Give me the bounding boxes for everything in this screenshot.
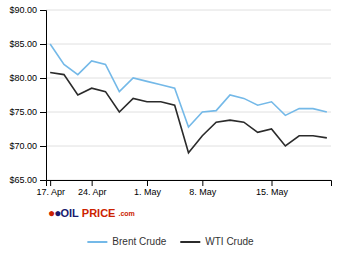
grid-line — [46, 146, 331, 147]
x-tick: 1. May — [134, 180, 162, 197]
legend-swatch — [180, 241, 200, 243]
lines — [50, 44, 327, 153]
legend-swatch — [87, 241, 107, 243]
y-tick: $75.00 — [9, 107, 46, 117]
y-tick-label: $80.00 — [9, 73, 37, 83]
x-tick-label: 1. May — [134, 187, 162, 197]
x-tick-mark — [147, 180, 148, 186]
x-axis-line — [47, 181, 332, 187]
x-tick: 15. May — [256, 180, 289, 197]
y-tick-label: $85.00 — [9, 39, 37, 49]
x-tick-mark — [92, 180, 93, 186]
plot: $65.00 $70.00 $75.00 $80.00 $85.00 $90.00 17. … — [9, 5, 331, 197]
y-axis-line — [40, 11, 47, 181]
x-tick-label: 15. May — [256, 187, 289, 197]
grid-line — [46, 44, 331, 45]
x-tick: 17. Apr — [36, 180, 65, 197]
y-tick-mark — [40, 10, 46, 11]
grid-line — [46, 10, 331, 11]
annotations: ●●OILPRICE.com — [48, 206, 135, 220]
x-tick: 8. May — [189, 180, 217, 197]
y-tick-label: $90.00 — [9, 5, 37, 15]
grid-line — [46, 78, 331, 79]
x-axis: 17. Apr 24. Apr 1. May 8. May 15. May — [36, 180, 331, 197]
legend-item: WTI Crude — [180, 236, 254, 247]
grid-line — [46, 112, 331, 113]
x-tick-label: 8. May — [189, 187, 217, 197]
x-tick: 24. Apr — [78, 180, 107, 197]
y-tick-mark — [40, 44, 46, 45]
y-tick: $90.00 — [9, 5, 46, 15]
y-axis: $65.00 $70.00 $75.00 $80.00 $85.00 $90.00 — [9, 5, 46, 185]
y-tick-label: $75.00 — [9, 107, 37, 117]
legend-label: Brent Crude — [112, 236, 166, 247]
y-tick: $70.00 — [9, 141, 46, 151]
annotation: PRICE — [82, 207, 116, 219]
series-line — [50, 73, 327, 153]
x-tick-label: 24. Apr — [78, 187, 107, 197]
y-tick-label: $70.00 — [9, 141, 37, 151]
y-tick: $80.00 — [9, 73, 46, 83]
y-tick-mark — [40, 180, 46, 181]
annotation: OIL — [61, 207, 80, 219]
y-tick-mark — [40, 78, 46, 79]
legend: Brent Crude WTI Crude — [87, 236, 254, 247]
legend-item: Brent Crude — [87, 236, 166, 247]
x-tick-mark — [202, 180, 203, 186]
y-tick-label: $65.00 — [9, 175, 37, 185]
y-tick: $85.00 — [9, 39, 46, 49]
x-tick-label: 17. Apr — [36, 187, 65, 197]
annotation: .com — [118, 210, 134, 217]
y-tick-mark — [40, 112, 46, 113]
x-tick-mark — [50, 180, 51, 186]
legend-label: WTI Crude — [205, 236, 254, 247]
y-tick-mark — [40, 146, 46, 147]
grid — [46, 10, 331, 180]
chart: $65.00 $70.00 $75.00 $80.00 $85.00 $90.00 17. … — [0, 0, 341, 254]
y-tick: $65.00 — [9, 175, 46, 185]
series-line — [50, 44, 327, 127]
x-tick-mark — [272, 180, 273, 186]
